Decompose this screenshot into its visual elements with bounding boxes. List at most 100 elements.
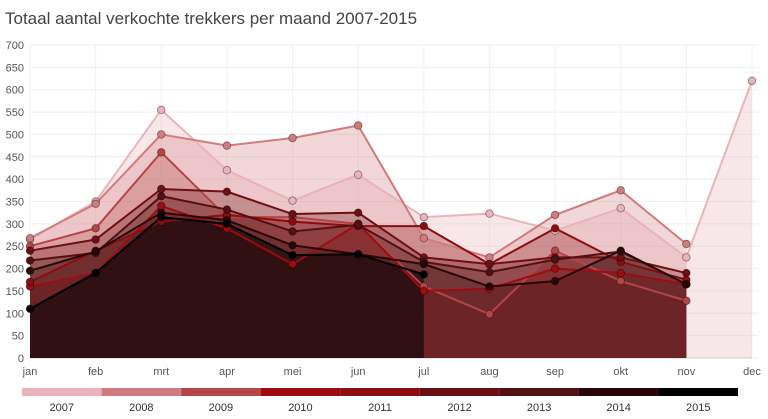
- point-2009-okt[interactable]: [616, 276, 625, 286]
- point-2014-aug[interactable]: [485, 282, 494, 291]
- area-2015: [30, 217, 424, 358]
- x-tick-label: jun: [350, 366, 366, 378]
- legend-swatch-2015[interactable]: [658, 388, 738, 396]
- legend-swatch-2014[interactable]: [578, 388, 659, 396]
- point-2012-jun[interactable]: [353, 208, 363, 217]
- point-2007-jun[interactable]: [353, 170, 363, 179]
- point-2015-jun[interactable]: [353, 250, 363, 259]
- point-2007-nov[interactable]: [682, 253, 691, 262]
- point-2008-feb[interactable]: [91, 199, 100, 208]
- point-2015-feb[interactable]: [91, 268, 100, 278]
- y-tick-label: 0: [18, 353, 24, 365]
- point-2008-jul[interactable]: [419, 233, 429, 243]
- point-2007-okt[interactable]: [616, 204, 625, 213]
- point-2008-apr[interactable]: [222, 141, 232, 150]
- legend-swatch-2009[interactable]: [181, 388, 261, 396]
- point-2008-jan[interactable]: [25, 233, 35, 243]
- point-2013-mei[interactable]: [288, 227, 297, 236]
- series-areas: [30, 80, 752, 359]
- y-tick-label: 200: [6, 264, 24, 276]
- legend-swatch-2010[interactable]: [260, 388, 341, 396]
- point-2013-apr[interactable]: [222, 205, 232, 214]
- point-2015-mrt[interactable]: [157, 212, 166, 222]
- y-tick-label: 500: [6, 129, 24, 141]
- point-2015-jul[interactable]: [419, 270, 429, 279]
- point-2008-nov[interactable]: [682, 239, 691, 249]
- x-tick-label: dec: [743, 366, 761, 378]
- legend-label-2011[interactable]: 2011: [368, 402, 392, 414]
- point-2011-sep[interactable]: [550, 224, 560, 233]
- point-2014-mei[interactable]: [288, 241, 297, 250]
- point-2010-jul[interactable]: [419, 286, 429, 296]
- legend-swatch-2008[interactable]: [101, 388, 182, 396]
- legend-swatch-2013[interactable]: [499, 388, 579, 396]
- point-2010-sep[interactable]: [550, 264, 560, 273]
- legend-swatch-2011[interactable]: [340, 388, 420, 396]
- point-2011-jan[interactable]: [25, 277, 35, 287]
- legend-label-2012[interactable]: 2012: [447, 402, 471, 414]
- point-2010-mei[interactable]: [288, 259, 297, 269]
- point-2013-mrt[interactable]: [157, 191, 166, 201]
- y-tick-label: 400: [6, 174, 24, 186]
- point-2009-feb[interactable]: [91, 224, 100, 233]
- legend-label-2014[interactable]: 2014: [606, 402, 630, 414]
- point-2013-jun[interactable]: [353, 220, 363, 229]
- point-2009-nov[interactable]: [682, 296, 691, 305]
- x-tick-label: aug: [480, 366, 498, 378]
- point-2014-jul[interactable]: [419, 259, 429, 269]
- point-2007-apr[interactable]: [222, 165, 232, 175]
- point-2012-mei[interactable]: [288, 209, 297, 219]
- point-2008-sep[interactable]: [550, 210, 560, 220]
- legend-label-2009[interactable]: 2009: [209, 402, 233, 414]
- point-2012-nov[interactable]: [682, 268, 691, 278]
- point-2008-okt[interactable]: [616, 186, 625, 195]
- point-2015-apr[interactable]: [222, 219, 232, 229]
- point-2012-aug[interactable]: [485, 259, 494, 269]
- point-2014-okt[interactable]: [616, 246, 625, 255]
- point-2008-jun[interactable]: [353, 121, 363, 130]
- point-2007-aug[interactable]: [485, 209, 494, 218]
- y-tick-label: 700: [6, 40, 24, 52]
- point-2015-mei[interactable]: [288, 250, 297, 260]
- series-points: [25, 76, 757, 319]
- point-2007-dec[interactable]: [747, 76, 757, 85]
- point-2012-jan[interactable]: [25, 246, 35, 255]
- point-2013-sep[interactable]: [550, 255, 560, 264]
- chart-title: Totaal aantal verkochte trekkers per maa…: [5, 9, 418, 28]
- legend-label-2010[interactable]: 2010: [288, 402, 312, 414]
- point-2014-sep[interactable]: [550, 276, 560, 286]
- legend-label-2013[interactable]: 2013: [527, 402, 551, 414]
- legend-swatch-2007[interactable]: [22, 388, 102, 396]
- point-2008-mrt[interactable]: [157, 130, 166, 139]
- legend-label-2015[interactable]: 2015: [686, 402, 710, 414]
- legend-label-2007[interactable]: 2007: [50, 402, 74, 414]
- point-2007-jul[interactable]: [419, 212, 429, 222]
- point-2012-feb[interactable]: [91, 235, 100, 244]
- point-2009-aug[interactable]: [485, 309, 494, 319]
- point-2014-nov[interactable]: [682, 280, 691, 289]
- legend-label-2008[interactable]: 2008: [129, 402, 153, 414]
- legend-swatch-2012[interactable]: [419, 388, 500, 396]
- point-2012-apr[interactable]: [222, 187, 232, 196]
- point-2013-aug[interactable]: [485, 267, 494, 277]
- x-tick-label: okt: [613, 366, 628, 378]
- point-2011-mei[interactable]: [288, 217, 297, 226]
- point-2014-jan[interactable]: [25, 266, 35, 276]
- point-2009-mrt[interactable]: [157, 148, 166, 157]
- y-axis-ticks: 0 50 100 150 200 250 300 350 400 450 500 550 600 650 7…: [6, 40, 24, 365]
- x-tick-label: sep: [546, 366, 564, 378]
- point-2015-jan[interactable]: [25, 304, 35, 314]
- point-2013-jan[interactable]: [25, 256, 35, 265]
- point-2010-okt[interactable]: [616, 268, 625, 278]
- point-2008-mei[interactable]: [288, 133, 297, 143]
- point-2012-mrt[interactable]: [157, 184, 166, 194]
- point-2011-jul[interactable]: [419, 221, 429, 231]
- point-2014-feb[interactable]: [91, 247, 100, 256]
- point-2007-mei[interactable]: [288, 196, 297, 205]
- y-tick-label: 250: [6, 241, 24, 253]
- legend: 2007 2008 2009 2010 2011 2012 2013 2014 2015: [22, 388, 738, 414]
- y-tick-label: 50: [12, 331, 24, 343]
- point-2007-mrt[interactable]: [157, 105, 166, 115]
- x-tick-label: jul: [417, 366, 429, 378]
